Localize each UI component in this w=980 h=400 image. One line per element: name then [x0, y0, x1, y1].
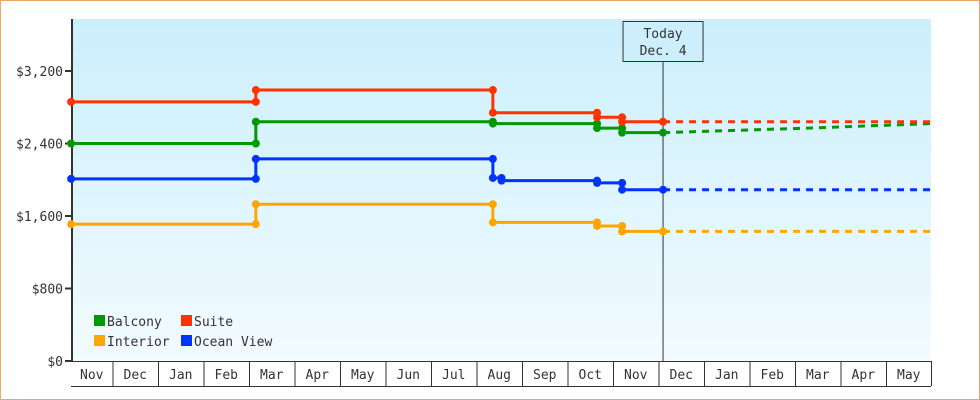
data-point-ocean-view [488, 154, 497, 163]
data-point-interior [618, 227, 627, 236]
legend-label-balcony: Balcony [107, 315, 162, 330]
data-point-interior [488, 200, 497, 209]
data-point-balcony [618, 128, 627, 137]
data-point-ocean-view [488, 173, 497, 182]
data-point-suite [659, 117, 668, 126]
data-point-balcony [251, 117, 260, 126]
legend-label-suite: Suite [194, 315, 233, 330]
data-point-suite [618, 117, 627, 126]
x-tick-label: Mar [806, 368, 830, 383]
data-point-interior [659, 227, 668, 236]
legend-swatch-ocean-view [181, 335, 192, 346]
x-tick-label: Apr [306, 368, 330, 383]
data-point-balcony [659, 128, 668, 137]
x-tick-label: Oct [579, 368, 602, 383]
data-point-ocean-view [593, 178, 602, 187]
today-box [622, 21, 704, 62]
data-point-balcony [67, 139, 76, 148]
legend-swatch-interior [94, 335, 105, 346]
x-tick-label: Dec [124, 368, 147, 383]
x-tick-label: Feb [215, 368, 239, 383]
y-tick-label: $0 [47, 355, 63, 370]
data-point-suite [251, 86, 260, 95]
data-point-ocean-view [659, 185, 668, 194]
y-tick-label: $800 [32, 283, 63, 298]
plot-area [71, 19, 931, 361]
x-tick-label: Jul [442, 368, 465, 383]
x-tick-label: Apr [852, 368, 876, 383]
x-tick-label: Jan [715, 368, 738, 383]
data-point-suite [488, 86, 497, 95]
data-point-interior [593, 221, 602, 230]
data-point-ocean-view [618, 185, 627, 194]
data-point-suite [593, 113, 602, 122]
x-tick-label: Dec [670, 368, 693, 383]
data-point-ocean-view [251, 174, 260, 183]
x-tick-label: Jan [169, 368, 192, 383]
data-point-ocean-view [67, 174, 76, 183]
legend-swatch-suite [181, 315, 192, 326]
today-label: Today [643, 27, 682, 42]
today-date: Dec. 4 [640, 44, 687, 59]
x-tick-label: May [897, 368, 921, 383]
x-tick-label: Aug [488, 368, 511, 383]
data-point-suite [251, 97, 260, 106]
x-tick-label: Jun [397, 368, 420, 383]
legend-swatch-balcony [94, 315, 105, 326]
legend-label-interior: Interior [107, 335, 170, 350]
x-tick-label: Feb [761, 368, 785, 383]
x-tick-label: May [351, 368, 375, 383]
data-point-interior [251, 220, 260, 229]
data-point-balcony [488, 119, 497, 128]
data-point-ocean-view [251, 154, 260, 163]
y-tick-label: $3,200 [16, 65, 63, 80]
legend-label-ocean-view: Ocean View [194, 335, 272, 350]
x-tick-label: Sep [533, 368, 557, 383]
data-point-suite [488, 108, 497, 117]
x-tick-label: Mar [260, 368, 284, 383]
projection-line-balcony [663, 122, 932, 135]
data-point-balcony [251, 139, 260, 148]
x-tick-label: Nov [80, 368, 104, 383]
data-point-ocean-view [497, 176, 506, 185]
y-tick-label: $1,600 [16, 210, 63, 225]
data-point-ocean-view [618, 178, 627, 187]
y-tick-label: $2,400 [16, 138, 63, 153]
data-point-interior [67, 220, 76, 229]
data-point-balcony [593, 124, 602, 133]
data-point-interior [251, 200, 260, 209]
data-point-suite [67, 97, 76, 106]
data-point-interior [488, 218, 497, 227]
x-tick-label: Nov [624, 368, 648, 383]
